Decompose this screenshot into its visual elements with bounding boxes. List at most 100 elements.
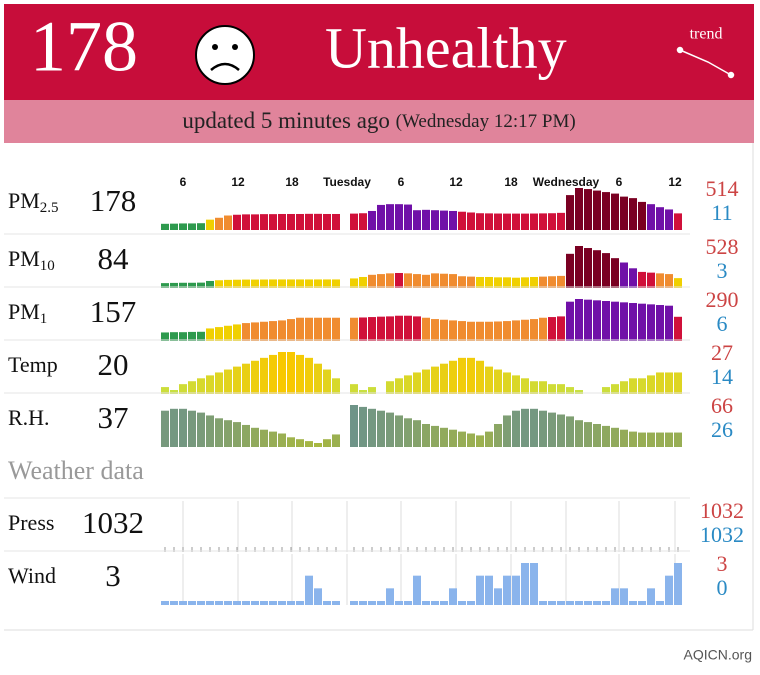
bar: [503, 213, 511, 230]
bar: [260, 321, 268, 341]
row-label: PM2.5: [8, 188, 59, 216]
trend-icon[interactable]: [676, 46, 735, 79]
bar: [224, 325, 232, 341]
bar: [485, 321, 493, 341]
bar: [269, 354, 277, 394]
bar: [233, 279, 241, 288]
bar: [332, 317, 340, 341]
bar: [287, 601, 295, 605]
bar: [323, 279, 331, 288]
bar: [350, 213, 358, 230]
current-value: 3: [105, 558, 121, 593]
time-label: 6: [616, 175, 623, 189]
bar: [557, 414, 565, 447]
bar: [161, 410, 169, 447]
bar: [224, 369, 232, 394]
row-label-name: PM: [8, 188, 40, 213]
bar: [665, 305, 673, 341]
bar: [287, 279, 295, 288]
bar: [638, 378, 646, 394]
bar: [188, 601, 196, 605]
bar: [332, 601, 340, 605]
bar: [323, 369, 331, 394]
max-value: 1032: [700, 498, 744, 523]
bar: [395, 601, 403, 605]
bar: [269, 601, 277, 605]
bar: [566, 387, 574, 394]
bar: [494, 424, 502, 447]
bar: [485, 366, 493, 394]
bar: [674, 372, 682, 394]
bar: [665, 209, 673, 230]
bar: [350, 278, 358, 288]
bar: [602, 425, 610, 447]
bar: [512, 320, 520, 341]
bar: [368, 387, 376, 394]
max-value: 290: [706, 287, 739, 312]
bar: [566, 301, 574, 341]
bar: [413, 420, 421, 447]
row-label-name: Wind: [8, 563, 56, 588]
bar: [251, 322, 259, 341]
bar: [557, 275, 565, 288]
bar: [260, 601, 268, 605]
bar: [413, 274, 421, 288]
bar: [161, 601, 169, 605]
bar: [377, 316, 385, 341]
status: Unhealthy: [325, 15, 567, 80]
bar: [602, 301, 610, 341]
bar: [188, 381, 196, 394]
trend-label[interactable]: trend: [690, 26, 723, 43]
bar: [467, 321, 475, 341]
row-label-name: PM: [8, 299, 40, 324]
bar: [665, 372, 673, 394]
bar: [206, 415, 214, 447]
bar: [539, 276, 547, 288]
bar: [350, 317, 358, 341]
bar: [278, 320, 286, 341]
bar: [548, 213, 556, 230]
bar: [296, 279, 304, 288]
bar: [476, 435, 484, 447]
bar: [179, 282, 187, 288]
bar: [269, 279, 277, 288]
bar: [332, 213, 340, 230]
weather-heading: Weather data: [8, 456, 144, 485]
bar: [458, 211, 466, 230]
current-value: 1032: [82, 505, 144, 540]
min-value: 0: [717, 575, 728, 600]
bar: [530, 213, 538, 230]
bar: [242, 279, 250, 288]
bar: [314, 588, 322, 605]
time-label: Tuesday: [323, 175, 371, 189]
bar: [278, 352, 286, 394]
bar: [242, 214, 250, 230]
bar: [242, 363, 250, 394]
bar: [188, 331, 196, 341]
bar: [611, 258, 619, 288]
bar: [395, 204, 403, 230]
bar: [413, 316, 421, 341]
bar: [494, 588, 502, 605]
bar: [566, 601, 574, 605]
bar: [494, 277, 502, 288]
bar: [206, 280, 214, 288]
bar: [413, 210, 421, 230]
bar: [629, 601, 637, 605]
max-value: 66: [711, 393, 733, 418]
min-value: 14: [711, 364, 733, 389]
sad-face: [195, 25, 255, 85]
bar: [440, 319, 448, 341]
bar: [449, 588, 457, 605]
bar: [431, 425, 439, 447]
bar: [197, 412, 205, 447]
bar: [602, 253, 610, 288]
bar: [368, 210, 376, 230]
bar: [422, 601, 430, 605]
bar: [449, 210, 457, 230]
bar: [530, 408, 538, 447]
bar: [602, 387, 610, 394]
bar: [404, 273, 412, 288]
bar: [575, 390, 583, 394]
bar: [539, 317, 547, 341]
